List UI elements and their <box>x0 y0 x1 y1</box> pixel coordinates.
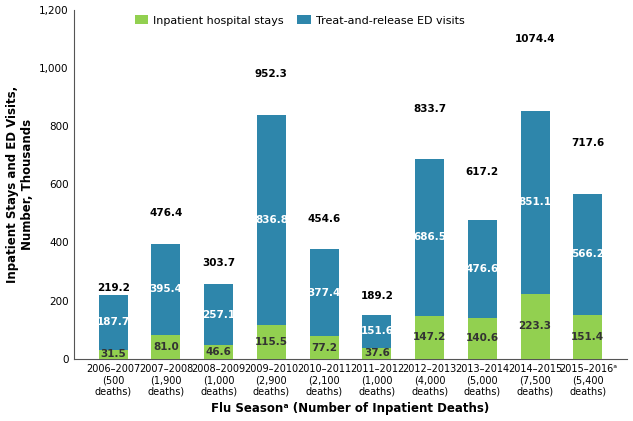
Text: 717.6: 717.6 <box>571 138 605 148</box>
Bar <box>362 315 391 348</box>
Bar <box>310 336 339 359</box>
Text: 219.2: 219.2 <box>97 282 130 293</box>
Bar <box>310 249 339 336</box>
Bar <box>204 345 233 359</box>
Bar <box>257 115 286 325</box>
Bar <box>468 318 497 359</box>
Text: 395.4: 395.4 <box>149 285 182 295</box>
Legend: Inpatient hospital stays, Treat-and-release ED visits: Inpatient hospital stays, Treat-and-rele… <box>135 15 465 26</box>
Text: 566.2: 566.2 <box>571 249 605 259</box>
Bar <box>573 315 602 359</box>
Text: 833.7: 833.7 <box>413 104 446 114</box>
Bar <box>99 350 128 359</box>
Bar <box>468 220 497 318</box>
Bar <box>573 194 602 315</box>
Text: 151.4: 151.4 <box>571 332 605 342</box>
Text: 617.2: 617.2 <box>466 167 499 177</box>
Text: 257.1: 257.1 <box>202 309 235 320</box>
Bar <box>151 244 180 335</box>
Text: 377.4: 377.4 <box>308 288 341 298</box>
Text: 1074.4: 1074.4 <box>515 34 555 44</box>
Text: 151.6: 151.6 <box>360 326 393 336</box>
Y-axis label: Inpatient Stays and ED Visits,
Number, Thousands: Inpatient Stays and ED Visits, Number, T… <box>6 85 34 283</box>
Text: 836.8: 836.8 <box>255 215 288 225</box>
Text: 952.3: 952.3 <box>255 69 288 79</box>
Bar <box>415 159 444 316</box>
Text: 115.5: 115.5 <box>255 337 288 347</box>
Text: 303.7: 303.7 <box>202 258 235 268</box>
Text: 147.2: 147.2 <box>413 333 446 342</box>
Bar <box>99 295 128 350</box>
Bar <box>520 111 549 294</box>
Text: 476.6: 476.6 <box>466 264 499 274</box>
Bar <box>520 294 549 359</box>
Bar <box>151 335 180 359</box>
Text: 187.7: 187.7 <box>97 317 130 328</box>
Bar <box>257 325 286 359</box>
Text: 77.2: 77.2 <box>311 343 337 353</box>
Text: 140.6: 140.6 <box>466 333 499 344</box>
X-axis label: Flu Seasonᵃ (Number of Inpatient Deaths): Flu Seasonᵃ (Number of Inpatient Deaths) <box>211 402 490 416</box>
Text: 851.1: 851.1 <box>518 197 551 208</box>
Text: 31.5: 31.5 <box>101 349 126 359</box>
Bar <box>204 284 233 345</box>
Text: 454.6: 454.6 <box>308 214 341 224</box>
Bar <box>362 348 391 359</box>
Text: 81.0: 81.0 <box>153 342 179 352</box>
Text: 46.6: 46.6 <box>206 347 232 357</box>
Text: 223.3: 223.3 <box>518 321 551 331</box>
Text: 476.4: 476.4 <box>149 208 183 218</box>
Text: 686.5: 686.5 <box>413 232 446 242</box>
Bar <box>415 316 444 359</box>
Text: 189.2: 189.2 <box>360 291 393 301</box>
Text: 37.6: 37.6 <box>364 348 390 358</box>
